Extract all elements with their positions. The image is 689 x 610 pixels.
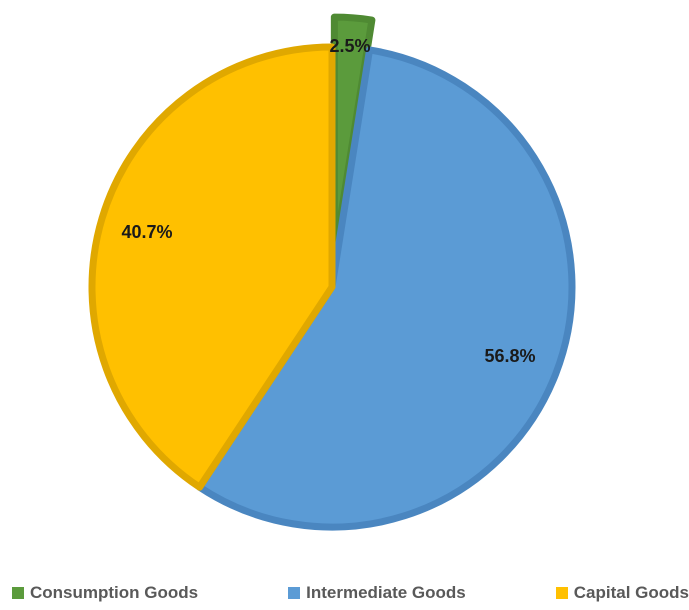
legend-swatch-intermediate-goods xyxy=(288,586,301,599)
legend-label-intermediate-goods: Intermediate Goods xyxy=(306,582,466,602)
chart-legend: Consumption Goods Intermediate Goods Cap… xyxy=(0,580,689,605)
legend-swatch-consumption-goods xyxy=(12,586,24,599)
legend-swatch-capital-goods xyxy=(555,586,568,599)
data-label-consumption-goods: 2.5% xyxy=(329,36,370,56)
legend-label-capital-goods: Capital Goods xyxy=(573,582,689,602)
slice-capital-goods xyxy=(88,43,336,491)
slice-intermediate-goods xyxy=(196,46,576,531)
data-label-capital-goods: 40.7% xyxy=(121,222,172,242)
legend-item-capital-goods: Capital Goods xyxy=(555,582,689,603)
legend-label-consumption-goods: Consumption Goods xyxy=(30,582,199,602)
legend-item-intermediate-goods: Intermediate Goods xyxy=(288,583,466,603)
data-label-intermediate-goods: 56.8% xyxy=(484,346,535,366)
legend-item-consumption-goods: Consumption Goods xyxy=(12,583,198,603)
